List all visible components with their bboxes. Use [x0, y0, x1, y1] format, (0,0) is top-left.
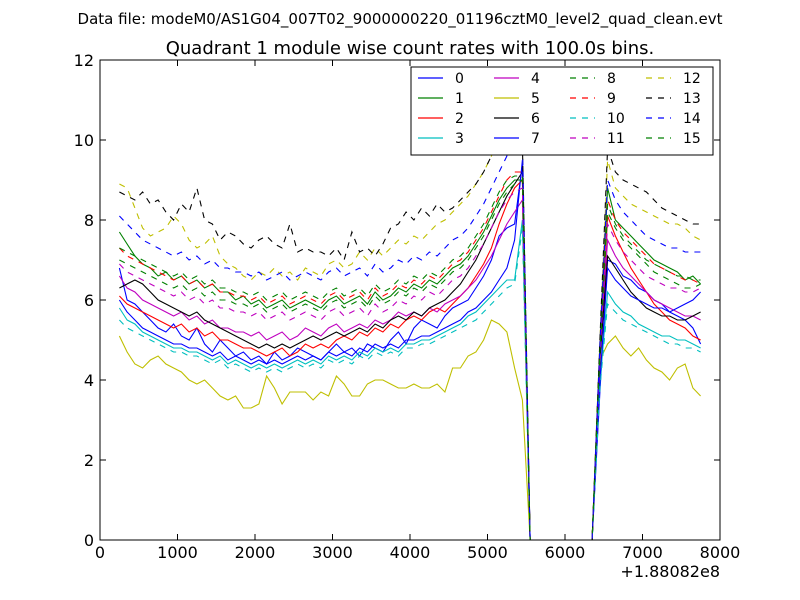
legend-label-9: 9 [607, 91, 616, 107]
chart-suptitle: Data file: modeM0/AS1G04_007T02_90000002… [78, 10, 723, 29]
y-tick-label: 0 [84, 531, 94, 550]
x-tick-label: 2000 [235, 543, 276, 562]
series-line-12 [119, 127, 701, 541]
chart-title: Quadrant 1 module wise count rates with … [166, 38, 655, 59]
legend-label-4: 4 [531, 71, 540, 87]
x-tick-label: 0 [95, 543, 105, 562]
legend-box [410, 66, 714, 156]
legend-label-1: 1 [455, 91, 464, 107]
series-line-13 [119, 123, 701, 541]
legend-label-6: 6 [531, 111, 540, 127]
legend-label-10: 10 [607, 111, 625, 127]
legend-label-3: 3 [455, 131, 464, 147]
legend-label-2: 2 [455, 111, 464, 127]
series-line-4 [118, 198, 701, 541]
legend-label-13: 13 [683, 91, 701, 107]
x-tick-label: 4000 [390, 543, 431, 562]
series-line-15 [119, 175, 701, 541]
y-tick-label: 4 [84, 371, 94, 390]
series-line-7 [118, 159, 701, 541]
x-tick-label: 5000 [467, 543, 508, 562]
x-tick-label: 8000 [700, 543, 741, 562]
x-tick-label: 7000 [622, 543, 663, 562]
legend-label-12: 12 [683, 71, 701, 87]
series-line-3 [118, 219, 701, 541]
x-tick-label: 3000 [312, 543, 353, 562]
legend-label-7: 7 [531, 131, 540, 147]
x-offset-label: +1.88082e8 [620, 562, 720, 581]
series-line-8 [119, 179, 701, 541]
series-line-9 [119, 171, 701, 541]
legend-label-0: 0 [455, 71, 464, 87]
plot-lines [118, 123, 702, 541]
legend-label-14: 14 [683, 111, 701, 127]
y-tick-label: 12 [74, 51, 94, 70]
x-tick-label: 1000 [157, 543, 198, 562]
series-line-2 [119, 178, 701, 541]
legend-label-15: 15 [683, 131, 701, 147]
y-tick-label: 10 [74, 131, 94, 150]
legend-label-11: 11 [607, 131, 625, 147]
legend-label-8: 8 [607, 71, 616, 87]
series-line-0 [118, 163, 702, 541]
y-tick-label: 8 [84, 211, 94, 230]
y-tick-label: 2 [84, 451, 94, 470]
series-line-11 [119, 187, 701, 541]
series-line-1 [118, 179, 701, 541]
series-line-10 [119, 227, 701, 541]
series-line-14 [119, 139, 701, 541]
x-axis: 0 1000 2000 3000 4000 5000 6000 7000 8000 [95, 60, 740, 562]
series-line-6 [119, 170, 701, 541]
x-tick-label: 6000 [545, 543, 586, 562]
y-tick-label: 6 [84, 291, 94, 310]
legend-label-5: 5 [531, 91, 540, 107]
